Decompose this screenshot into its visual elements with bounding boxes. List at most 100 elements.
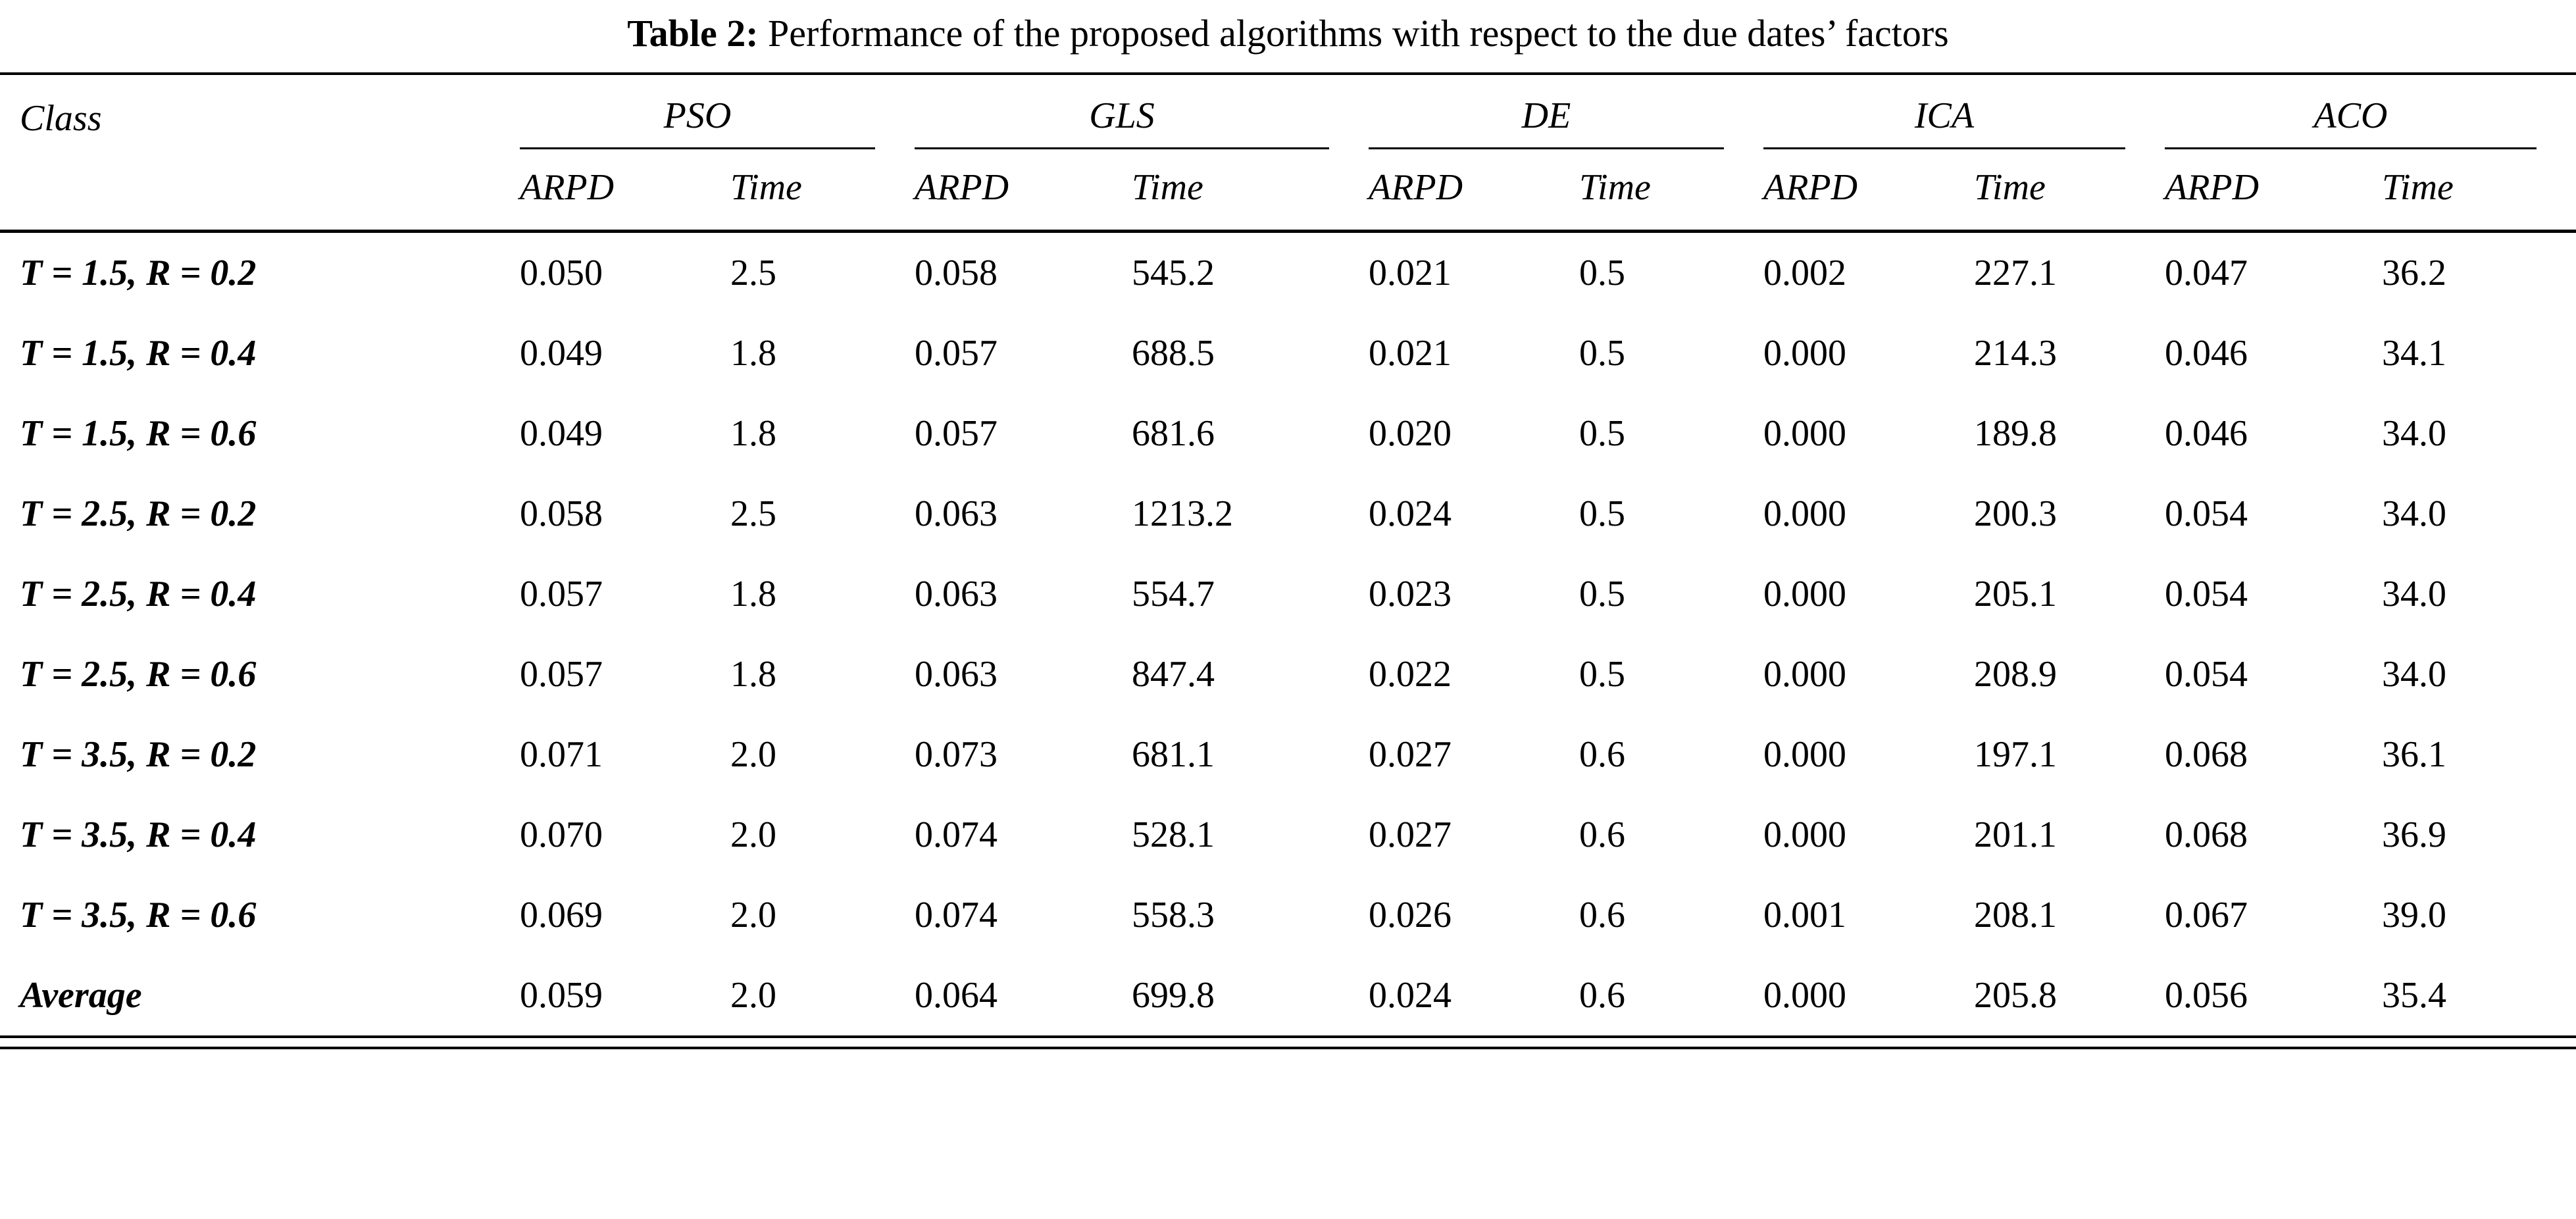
cell-value: 205.8 xyxy=(1974,974,2057,1016)
cell-value: 0.021 xyxy=(1369,332,1452,374)
row-class-label: T = 2.5, R = 0.2 xyxy=(20,493,257,534)
cell-value: 34.0 xyxy=(2382,493,2446,534)
cell-value: 2.0 xyxy=(730,814,776,855)
table-row: T = 2.5, R = 0.6 0.057 1.8 0.063 847.4 0.022 0… xyxy=(0,634,2576,714)
column-header-time: Time xyxy=(2382,149,2576,233)
table-row: T = 2.5, R = 0.2 0.058 2.5 0.063 1213.2 0.024… xyxy=(0,474,2576,554)
cell-value: 0.022 xyxy=(1369,653,1452,695)
cell-value: 681.6 xyxy=(1132,412,1215,454)
cell-value: 34.0 xyxy=(2382,653,2446,695)
cell-value: 36.2 xyxy=(2382,252,2446,293)
row-class-label: T = 1.5, R = 0.6 xyxy=(20,412,257,454)
cell-value: 200.3 xyxy=(1974,493,2057,534)
table-row: T = 3.5, R = 0.4 0.070 2.0 0.074 528.1 0.027 0… xyxy=(0,795,2576,875)
cell-value: 554.7 xyxy=(1132,573,1215,614)
cell-value: 201.1 xyxy=(1974,814,2057,855)
cell-value: 0.057 xyxy=(520,573,603,614)
cell-value: 0.057 xyxy=(520,653,603,695)
cell-value: 847.4 xyxy=(1132,653,1215,695)
cell-value: 0.073 xyxy=(915,734,998,775)
table-caption-text: Performance of the proposed algorithms w… xyxy=(768,12,1949,55)
cell-value: 0.021 xyxy=(1369,252,1452,293)
cell-value: 0.000 xyxy=(1763,412,1846,454)
column-header-arpd: ARPD xyxy=(520,149,730,233)
table-row: T = 3.5, R = 0.2 0.071 2.0 0.073 681.1 0.027 0… xyxy=(0,714,2576,795)
column-header-time: Time xyxy=(1579,149,1763,233)
column-header-time: Time xyxy=(730,149,915,233)
cell-value: 0.069 xyxy=(520,894,603,935)
cell-value: 0.063 xyxy=(915,493,998,534)
cell-value: 34.1 xyxy=(2382,332,2446,374)
column-group-de: DE xyxy=(1369,74,1763,149)
table-body: T = 1.5, R = 0.2 0.050 2.5 0.058 545.2 0.021 0… xyxy=(0,231,2576,1035)
table-row: T = 1.5, R = 0.4 0.049 1.8 0.057 688.5 0.021 0… xyxy=(0,313,2576,393)
column-header-arpd: ARPD xyxy=(2165,149,2382,233)
table-bottom-rule xyxy=(0,1035,2576,1049)
cell-value: 0.074 xyxy=(915,814,998,855)
column-group-gls-label: GLS xyxy=(915,95,1329,149)
column-header-time: Time xyxy=(1132,149,1369,233)
table-caption: Table 2: Performance of the proposed alg… xyxy=(0,11,2576,57)
column-group-aco: ACO xyxy=(2165,74,2576,149)
table-row: T = 3.5, R = 0.6 0.069 2.0 0.074 558.3 0.026 0… xyxy=(0,875,2576,955)
cell-value: 2.5 xyxy=(730,252,776,293)
column-group-gls: GLS xyxy=(915,74,1369,149)
cell-value: 688.5 xyxy=(1132,332,1215,374)
cell-value: 36.1 xyxy=(2382,734,2446,775)
column-group-ica-label: ICA xyxy=(1763,95,2125,149)
cell-value: 0.000 xyxy=(1763,814,1846,855)
cell-value: 545.2 xyxy=(1132,252,1215,293)
table-row: T = 2.5, R = 0.4 0.057 1.8 0.063 554.7 0.023 0… xyxy=(0,554,2576,634)
row-class-label: T = 1.5, R = 0.2 xyxy=(20,252,257,293)
column-header-arpd: ARPD xyxy=(915,149,1132,233)
cell-value: 2.0 xyxy=(730,734,776,775)
cell-value: 0.000 xyxy=(1763,332,1846,374)
cell-value: 0.000 xyxy=(1763,653,1846,695)
cell-value: 0.058 xyxy=(915,252,998,293)
column-group-pso-label: PSO xyxy=(520,95,875,149)
cell-value: 0.000 xyxy=(1763,734,1846,775)
cell-value: 2.5 xyxy=(730,493,776,534)
cell-value: 0.024 xyxy=(1369,974,1452,1016)
cell-value: 205.1 xyxy=(1974,573,2057,614)
cell-value: 1.8 xyxy=(730,573,776,614)
table-row: Average 0.059 2.0 0.064 699.8 0.024 0.6 0.000 20… xyxy=(0,955,2576,1035)
cell-value: 0.6 xyxy=(1579,814,1625,855)
cell-value: 0.054 xyxy=(2165,573,2248,614)
cell-value: 528.1 xyxy=(1132,814,1215,855)
group-header-row: Class PSO GLS DE ICA ACO xyxy=(0,73,2576,233)
cell-value: 0.047 xyxy=(2165,252,2248,293)
cell-value: 0.049 xyxy=(520,412,603,454)
cell-value: 1.8 xyxy=(730,412,776,454)
cell-value: 34.0 xyxy=(2382,573,2446,614)
row-class-label: T = 1.5, R = 0.4 xyxy=(20,332,257,374)
cell-value: 1.8 xyxy=(730,332,776,374)
column-group-de-label: DE xyxy=(1369,95,1724,149)
cell-value: 0.5 xyxy=(1579,493,1625,534)
cell-value: 0.024 xyxy=(1369,493,1452,534)
cell-value: 0.056 xyxy=(2165,974,2248,1016)
cell-value: 0.059 xyxy=(520,974,603,1016)
column-header-time: Time xyxy=(1974,149,2165,233)
column-group-aco-label: ACO xyxy=(2165,95,2537,149)
row-class-label: T = 3.5, R = 0.6 xyxy=(20,894,257,935)
cell-value: 0.023 xyxy=(1369,573,1452,614)
cell-value: 0.063 xyxy=(915,573,998,614)
cell-value: 0.070 xyxy=(520,814,603,855)
subheader-row: ARPD Time ARPD Time ARPD Time ARPD Time … xyxy=(0,149,2576,233)
cell-value: 0.049 xyxy=(520,332,603,374)
cell-value: 0.000 xyxy=(1763,974,1846,1016)
column-header-arpd: ARPD xyxy=(1763,149,1974,233)
column-group-pso: PSO xyxy=(520,74,915,149)
column-group-ica: ICA xyxy=(1763,74,2165,149)
cell-value: 0.6 xyxy=(1579,974,1625,1016)
cell-value: 2.0 xyxy=(730,974,776,1016)
row-class-label: T = 2.5, R = 0.6 xyxy=(20,653,257,695)
cell-value: 214.3 xyxy=(1974,332,2057,374)
cell-value: 0.058 xyxy=(520,493,603,534)
cell-value: 2.0 xyxy=(730,894,776,935)
cell-value: 0.5 xyxy=(1579,252,1625,293)
table-row: T = 1.5, R = 0.2 0.050 2.5 0.058 545.2 0.021 0… xyxy=(0,231,2576,313)
cell-value: 1213.2 xyxy=(1132,493,1233,534)
cell-value: 0.068 xyxy=(2165,734,2248,775)
